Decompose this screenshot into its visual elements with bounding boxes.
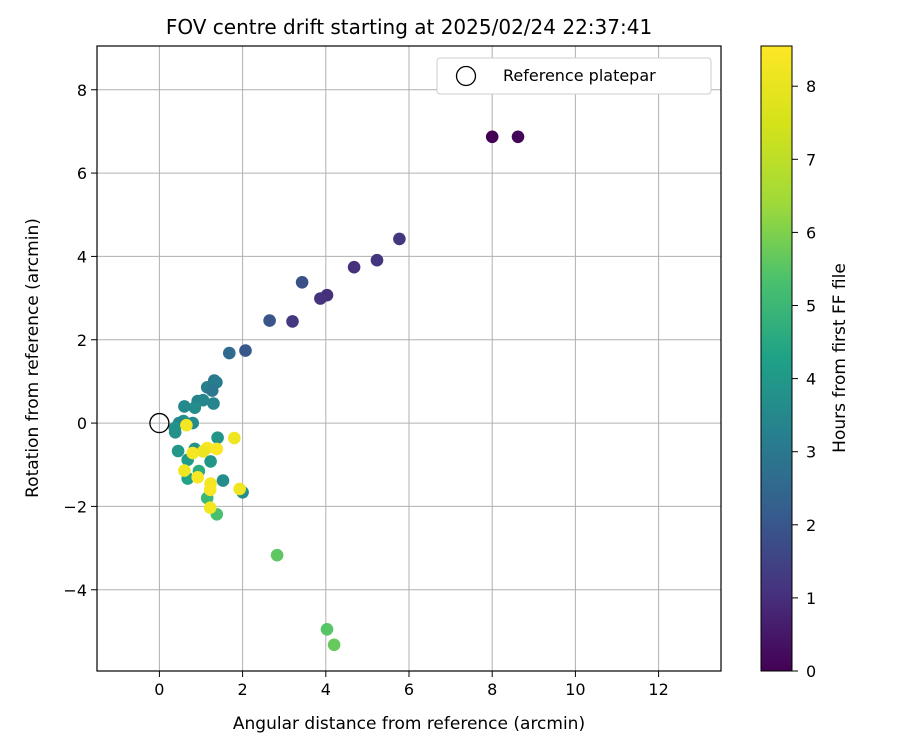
x-tick-label: 8: [487, 680, 497, 699]
data-point: [239, 344, 252, 357]
data-point: [270, 548, 284, 562]
y-tick-label: −2: [63, 497, 87, 516]
colorbar-tick-label: 5: [806, 297, 816, 316]
data-point: [191, 471, 204, 484]
colorbar-ticks: 0 1 2 3 4 5 6 7 8: [792, 77, 816, 681]
data-point: [178, 400, 191, 413]
data-point: [196, 445, 210, 458]
colorbar-tick-label: 3: [806, 443, 816, 462]
y-tick-label: −4: [63, 581, 87, 600]
y-tick-label: 8: [77, 81, 87, 100]
data-point: [347, 260, 361, 274]
data-point: [203, 501, 217, 514]
grid-lines: [97, 46, 721, 671]
x-tick-label: 2: [238, 680, 248, 699]
data-point: [286, 315, 299, 328]
data-point: [188, 401, 202, 415]
chart-title: FOV centre drift starting at 2025/02/24 …: [166, 15, 652, 39]
y-tick-label: 6: [77, 164, 87, 183]
x-tick-label: 10: [565, 680, 585, 699]
colorbar: 0 1 2 3 4 5 6 7 8 Hours from first FF file: [760, 45, 850, 681]
data-point: [168, 426, 182, 439]
colorbar-tick-label: 4: [806, 370, 816, 389]
data-point: [320, 623, 334, 636]
data-point: [228, 431, 241, 445]
legend-marker: [455, 65, 477, 87]
data-point: [295, 276, 309, 289]
data-point: [263, 314, 276, 327]
data-point: [203, 483, 217, 497]
data-point: [216, 474, 230, 487]
data-point: [211, 431, 224, 445]
data-point: [210, 442, 224, 456]
data-point: [180, 418, 193, 432]
y-tick-label: 2: [77, 331, 87, 350]
data-point: [511, 130, 525, 144]
data-point: [178, 464, 191, 477]
x-tick-label: 6: [404, 680, 414, 699]
data-point: [186, 446, 199, 460]
x-axis-label: Angular distance from reference (arcmin): [233, 714, 585, 734]
y-tick-label: 4: [77, 247, 87, 266]
colorbar-tick-label: 2: [806, 516, 816, 535]
data-point: [370, 253, 384, 267]
colorbar-label: Hours from first FF file: [830, 263, 850, 453]
x-tick-label: 0: [154, 680, 164, 699]
colorbar-tick-label: 8: [806, 77, 816, 96]
legend: Reference platepar: [436, 57, 712, 95]
colorbar-tick-label: 6: [806, 223, 816, 242]
x-tick-label: 4: [321, 680, 331, 699]
y-tick-label: 0: [77, 414, 87, 433]
colorbar-tick-label: 7: [806, 150, 816, 169]
data-point: [171, 444, 185, 458]
legend-box: [436, 57, 712, 95]
reference-marker: [149, 412, 170, 434]
colorbar-gradient: [760, 45, 793, 672]
legend-entry: Reference platepar: [503, 66, 656, 85]
data-point: [485, 130, 499, 144]
y-axis-ticks: −4 −2 0 2 4 6 8: [63, 81, 97, 600]
data-point: [327, 638, 341, 652]
data-point: [223, 346, 236, 360]
data-point: [196, 393, 210, 407]
colorbar-tick-label: 1: [806, 589, 816, 608]
data-points: [168, 130, 525, 652]
data-point: [205, 384, 219, 397]
reference-marker-group: [149, 412, 170, 434]
data-point: [393, 232, 406, 246]
data-point: [233, 482, 246, 496]
x-tick-label: 12: [648, 680, 668, 699]
data-point: [314, 292, 327, 305]
colorbar-tick-label: 0: [806, 662, 816, 681]
y-axis-label: Rotation from reference (arcmin): [23, 218, 43, 498]
data-point: [207, 397, 220, 410]
x-axis-ticks: 0 2 4 6 8 10 12: [154, 671, 669, 699]
data-point: [204, 455, 217, 468]
